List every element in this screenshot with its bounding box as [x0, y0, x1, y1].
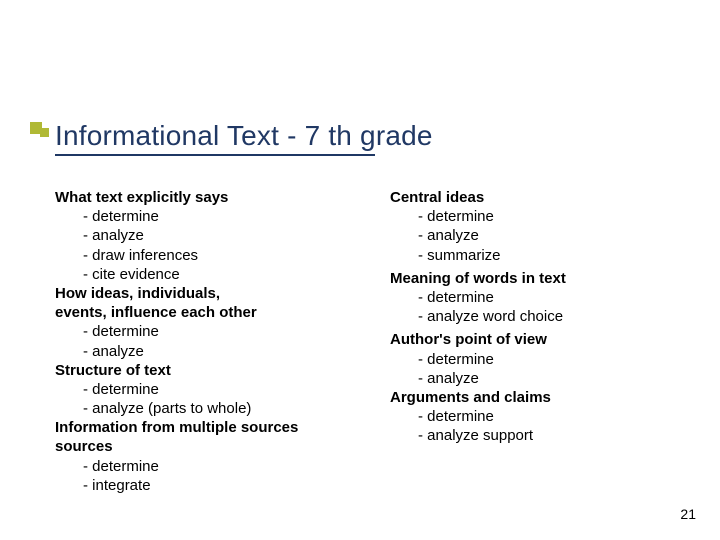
left-heading: What text explicitly says	[55, 188, 390, 207]
left-item: - cite evidence	[55, 265, 390, 284]
left-item: - analyze	[55, 226, 390, 245]
right-item: - analyze	[390, 369, 680, 388]
right-heading: Author's point of view	[390, 330, 680, 349]
left-item: - draw inferences	[55, 246, 390, 265]
right-heading: Central ideas	[390, 188, 680, 207]
right-heading: Meaning of words in text	[390, 269, 680, 288]
right-item: - summarize	[390, 246, 680, 265]
left-item: - determine	[55, 457, 390, 476]
right-item: - analyze word choice	[390, 307, 680, 326]
left-heading: sources	[55, 437, 390, 456]
slide-title: Informational Text - 7 th grade	[55, 120, 433, 152]
right-item: - determine	[390, 288, 680, 307]
left-heading: How ideas, individuals,	[55, 284, 390, 303]
right-item: - analyze support	[390, 426, 680, 445]
left-item: - analyze (parts to whole)	[55, 399, 390, 418]
left-column: What text explicitly says- determine- an…	[55, 188, 390, 495]
right-column: Central ideas- determine- analyze- summa…	[390, 188, 680, 495]
left-item: - determine	[55, 207, 390, 226]
left-item: - determine	[55, 322, 390, 341]
page-number: 21	[680, 506, 696, 522]
right-heading: Arguments and claims	[390, 388, 680, 407]
left-heading: events, influence each other	[55, 303, 390, 322]
right-item: - determine	[390, 407, 680, 426]
left-item: - integrate	[55, 476, 390, 495]
left-item: - determine	[55, 380, 390, 399]
slide: Informational Text - 7 th grade What tex…	[0, 0, 720, 540]
title-box: Informational Text - 7 th grade	[55, 120, 433, 152]
title-underline	[55, 154, 375, 156]
right-item: - determine	[390, 350, 680, 369]
left-heading: Structure of text	[55, 361, 390, 380]
accent-box-inner	[40, 128, 49, 137]
content-columns: What text explicitly says- determine- an…	[55, 188, 680, 495]
left-item: - analyze	[55, 342, 390, 361]
left-heading: Information from multiple sources	[55, 418, 390, 437]
right-item: - determine	[390, 207, 680, 226]
right-item: - analyze	[390, 226, 680, 245]
